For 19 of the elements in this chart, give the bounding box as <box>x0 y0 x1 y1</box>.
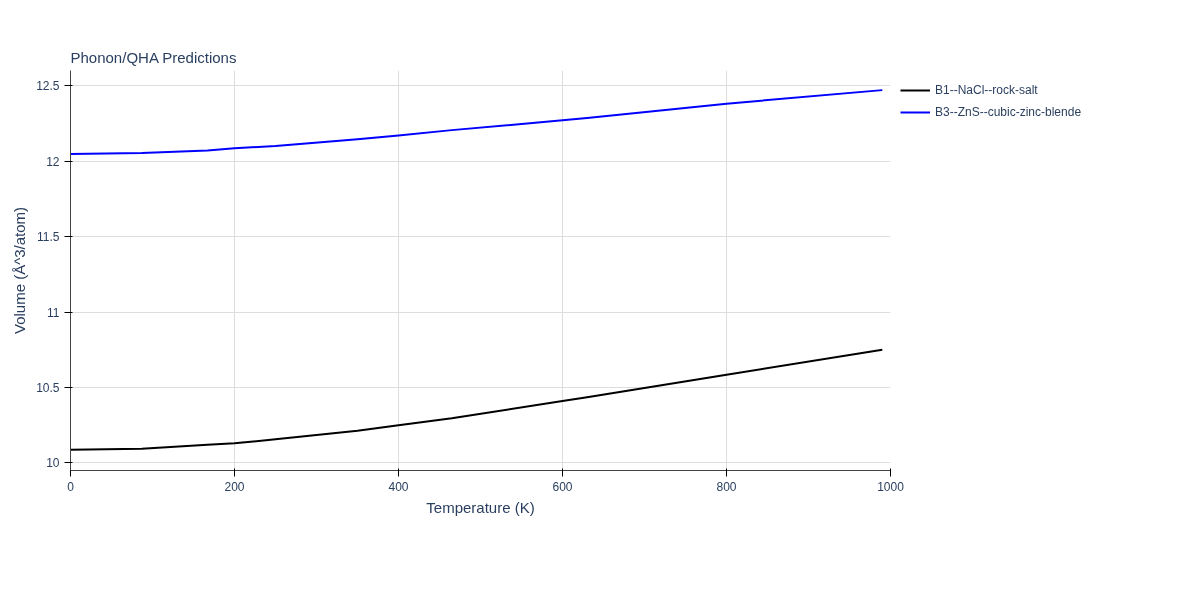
x-tick-label: 1000 <box>877 479 905 494</box>
x-tick-label: 600 <box>552 479 573 494</box>
line-series <box>70 348 884 451</box>
line-series <box>70 89 884 155</box>
y-axis-title: Volume (Å^3/atom) <box>11 206 29 335</box>
y-tick-label: 12 <box>46 154 60 169</box>
y-tick-label: 11 <box>47 305 60 320</box>
chart-title: Phonon/QHA Predictions <box>70 48 237 66</box>
x-tick-label: 200 <box>224 479 245 494</box>
y-tick-label: 10 <box>46 456 60 471</box>
x-axis-title: Temperature (K) <box>426 498 535 516</box>
x-tick-label: 400 <box>388 479 409 494</box>
x-tick-label: 0 <box>67 479 75 494</box>
y-tick-label: 10.5 <box>36 380 60 395</box>
y-tick-label: 12.5 <box>36 79 60 94</box>
legend-label: B1--NaCl--rock-salt <box>935 83 1038 97</box>
x-tick-label: 800 <box>716 479 737 494</box>
legend-label: B3--ZnS--cubic-zinc-blende <box>935 105 1082 119</box>
y-tick-label: 11.5 <box>37 230 60 245</box>
